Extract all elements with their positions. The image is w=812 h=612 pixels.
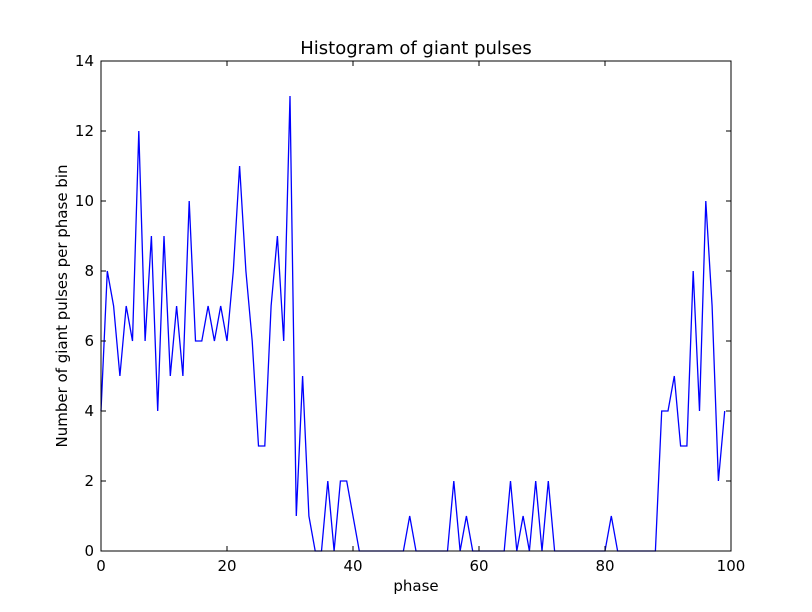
x-tick-label: 100 bbox=[717, 557, 746, 575]
y-tick-label: 14 bbox=[75, 52, 94, 70]
x-tick-label: 40 bbox=[343, 557, 362, 575]
y-tick-label: 0 bbox=[84, 542, 94, 560]
x-tick-label: 20 bbox=[217, 557, 236, 575]
y-tick-label: 6 bbox=[84, 332, 94, 350]
y-tick-label: 8 bbox=[84, 262, 94, 280]
plot-area bbox=[101, 61, 731, 551]
x-axis-label: phase bbox=[393, 577, 438, 595]
y-tick-label: 12 bbox=[75, 122, 94, 140]
x-tick-label: 60 bbox=[469, 557, 488, 575]
y-tick-label: 2 bbox=[84, 472, 94, 490]
x-tick-label: 0 bbox=[96, 557, 106, 575]
x-tick-label: 80 bbox=[595, 557, 614, 575]
y-tick-label: 10 bbox=[75, 192, 94, 210]
y-tick-label: 4 bbox=[84, 402, 94, 420]
y-axis-label: Number of giant pulses per phase bin bbox=[53, 164, 71, 447]
chart-title: Histogram of giant pulses bbox=[300, 38, 531, 59]
plot-frame bbox=[100, 60, 732, 552]
